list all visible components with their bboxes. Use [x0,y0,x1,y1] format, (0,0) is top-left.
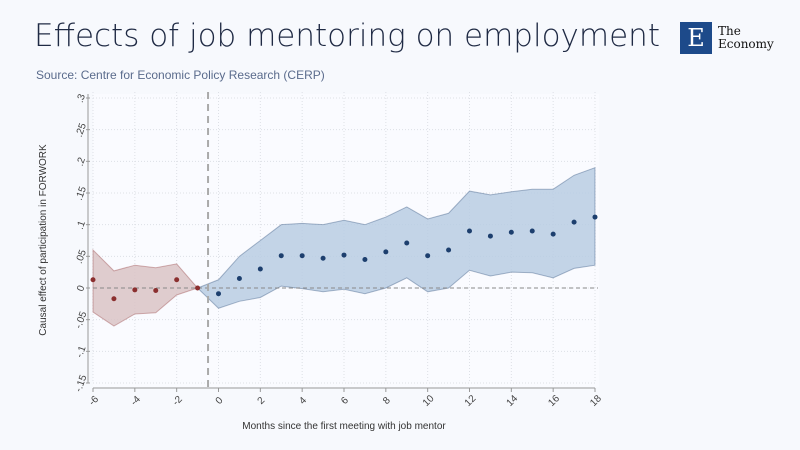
x-tick-label: -6 [87,394,101,408]
point-post [236,276,242,281]
y-tick-label: .1 [75,219,88,231]
point-post [529,228,535,234]
point-post [362,257,368,262]
point-pre [174,277,180,283]
point-pre [111,296,117,302]
y-tick-label: .2 [75,156,88,168]
point-post [404,240,410,246]
point-post [592,214,598,220]
point-post [571,219,577,225]
x-tick-label: 6 [339,395,351,407]
chart-title: Effects of job mentoring on employment [34,18,660,54]
point-pre [90,277,96,283]
y-tick-label: 0 [75,284,87,293]
logo-line2: Economy [718,37,774,51]
point-post [467,228,472,234]
y-tick-label: .05 [74,248,89,265]
point-post [299,253,305,259]
point-post [216,291,221,297]
x-tick-label: 4 [297,395,309,407]
point-pre [132,287,138,293]
point-post [446,247,452,253]
x-tick-label: 0 [214,395,226,407]
point-post [278,253,284,259]
point-post [487,233,493,239]
y-tick-label: .15 [74,185,89,202]
y-tick-label: -.05 [73,310,89,330]
point-post [341,252,347,258]
x-tick-label: 8 [381,395,393,407]
point-pre [195,285,201,291]
x-tick-label: -2 [171,394,185,408]
x-tick-label: 14 [505,393,521,409]
y-tick-label: -.1 [74,344,88,359]
x-tick-label: -4 [129,394,143,408]
logo-mark: E [680,22,712,54]
x-tick-label: 2 [256,395,268,407]
point-post [257,266,263,272]
point-pre [153,288,159,294]
x-tick-label: 10 [421,393,437,409]
chart-source: Source: Centre for Economic Policy Resea… [36,68,325,82]
point-post [320,255,326,261]
y-axis-label: Causal effect of participation in FORWOR… [38,144,49,336]
point-post [508,229,514,235]
y-tick-label: .25 [74,121,89,138]
the-economy-logo: E The Economy [680,22,774,54]
x-tick-label: 18 [588,393,604,409]
point-post [383,249,389,255]
x-tick-label: 16 [546,393,562,409]
point-post [425,253,431,259]
x-axis-label: Months since the first meeting with job … [242,421,446,432]
y-tick-label: -.15 [73,373,89,393]
point-post [550,231,556,237]
logo-line1: The [718,24,741,38]
x-tick-label: 12 [463,393,479,409]
y-tick-label: .3 [75,92,88,104]
